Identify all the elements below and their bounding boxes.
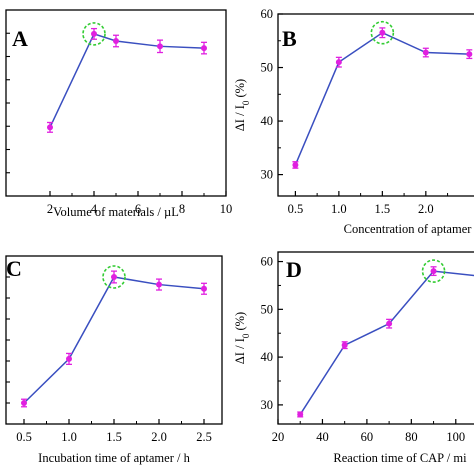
x-axis-label: Concentration of aptamer / µ — [344, 222, 474, 236]
series-line — [294, 31, 470, 166]
series-line — [299, 270, 474, 415]
x-tick-label: 80 — [405, 430, 418, 444]
data-point — [379, 29, 386, 36]
data-point — [297, 411, 304, 418]
x-axis-label: Incubation time of aptamer / h — [38, 451, 190, 465]
x-tick-label: 1.0 — [331, 202, 347, 216]
x-tick-label: 2.5 — [196, 430, 212, 444]
y-tick-label: 60 — [261, 7, 274, 21]
x-tick-label: 0.5 — [288, 202, 304, 216]
x-tick-label: 6 — [135, 202, 141, 216]
data-point — [430, 268, 437, 275]
y-tick-label: 50 — [261, 61, 274, 75]
data-point — [201, 285, 207, 292]
y-tick-label: 60 — [261, 255, 274, 269]
x-axis-label: Reaction time of CAP / mi — [333, 451, 467, 465]
plot-frame — [277, 13, 474, 197]
data-point — [157, 43, 163, 50]
data-point — [466, 51, 473, 58]
series-line — [49, 32, 205, 128]
data-point — [292, 161, 299, 168]
x-tick-label: 1.5 — [106, 430, 122, 444]
x-tick-label: 10 — [220, 202, 233, 216]
x-tick-label: 4 — [91, 202, 98, 216]
data-point — [201, 45, 207, 52]
data-point — [156, 281, 162, 288]
panel-letter: A — [12, 26, 28, 51]
data-point — [91, 30, 97, 37]
plot-frame — [277, 251, 474, 425]
x-tick-label: 0.5 — [16, 430, 32, 444]
x-tick-label: 2.0 — [151, 430, 167, 444]
y-axis-label: ΔI / I0 (%) — [233, 79, 251, 131]
y-tick-label: 40 — [261, 114, 274, 128]
panel-letter: C — [6, 256, 22, 281]
data-point — [335, 59, 342, 66]
panel-A: 2 4 6 8 10 Volume of materials / µL A — [5, 9, 233, 219]
y-tick-label: 50 — [261, 302, 274, 316]
data-group — [297, 259, 474, 418]
x-tick-label: 100 — [446, 430, 465, 444]
x-tick-label: 2.0 — [418, 202, 434, 216]
x-tick-label: 1.0 — [61, 430, 77, 444]
data-point — [386, 320, 393, 327]
y-axis-label: ΔI / I0 (%) — [233, 312, 251, 364]
x-tick-label: 60 — [361, 430, 374, 444]
panel-letter: D — [286, 257, 302, 282]
data-group — [292, 20, 473, 169]
panel-C: 0.5 1.0 1.5 2.0 2.5 Incubation time of aptame… — [5, 255, 223, 465]
x-tick-label: 1.5 — [375, 202, 391, 216]
y-tick-label: 40 — [261, 350, 274, 364]
y-tick-label: 30 — [261, 398, 274, 412]
highlight-circle — [82, 22, 106, 46]
series-line — [23, 276, 205, 404]
highlight-circle — [421, 259, 446, 283]
data-point — [113, 38, 119, 44]
y-tick-label: 30 — [261, 168, 274, 182]
data-point — [111, 274, 117, 280]
data-point — [341, 342, 348, 349]
panel-D: 20 40 60 80 100 30 40 50 60 Reaction time of CAP … — [233, 251, 474, 465]
data-point — [47, 124, 53, 131]
x-tick-label: 40 — [316, 430, 329, 444]
data-point — [66, 355, 72, 362]
highlight-circle — [102, 265, 126, 289]
x-axis-label: Volume of materials / µL — [53, 205, 179, 219]
x-tick-label: 2 — [47, 202, 53, 216]
highlight-circle — [370, 20, 395, 45]
data-point — [21, 400, 27, 406]
data-group — [21, 265, 207, 408]
data-point — [422, 49, 429, 56]
panel-B: 0.5 1.0 1.5 2.0 30 40 50 60 Concentration of apt… — [233, 7, 474, 236]
panel-letter: B — [282, 26, 297, 51]
x-tick-label: 8 — [179, 202, 185, 216]
x-tick-label: 20 — [272, 430, 285, 444]
data-group — [47, 22, 207, 133]
